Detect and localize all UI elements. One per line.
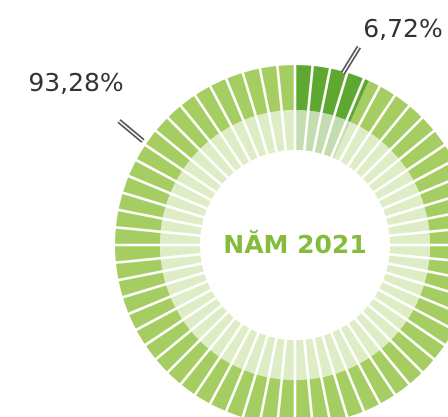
spoke-gap <box>320 70 350 157</box>
spoke-gap <box>276 337 288 417</box>
spoke-gap <box>192 321 245 398</box>
spoke-gap <box>359 115 425 181</box>
leader-line <box>118 120 144 142</box>
spokes <box>113 63 448 417</box>
center-label: NĂM 2021 <box>223 229 366 259</box>
spoke-gap <box>311 335 331 417</box>
spoke-gap <box>113 252 203 265</box>
spoke-gap <box>337 83 382 164</box>
spoke-gap <box>116 261 205 282</box>
spoke-gap <box>320 333 349 417</box>
spoke-gap <box>192 92 245 169</box>
spoke-gap <box>383 270 448 293</box>
spoke-gap <box>120 270 207 300</box>
spoke-gap <box>371 142 448 195</box>
spoke-gap <box>376 287 448 329</box>
spoke-gap <box>241 333 270 417</box>
spoke-gap <box>133 158 214 203</box>
spoke-gap <box>120 190 207 220</box>
spoke-gap <box>258 66 279 155</box>
value-label: 93,28% <box>28 68 123 97</box>
spoke-gap <box>352 103 412 174</box>
spoke-gap <box>385 261 448 277</box>
spoke-gap <box>178 316 238 387</box>
spoke-gap <box>380 180 448 211</box>
leader-line <box>342 46 360 74</box>
spoke-gap <box>383 197 448 220</box>
spoke-gap <box>311 66 332 155</box>
spoke-gap <box>329 76 366 160</box>
spoke-gap <box>352 316 412 387</box>
spoke-gap <box>337 326 382 407</box>
spoke-gap <box>329 330 366 414</box>
value-label: 6,72% <box>363 14 442 43</box>
spoke-gap <box>345 92 398 169</box>
spoke-gap <box>385 213 448 229</box>
spoke-gap <box>302 337 314 417</box>
spoke-gap <box>240 70 270 157</box>
spoke-gap <box>302 63 315 153</box>
spoke-gap <box>224 330 261 414</box>
spoke-gap <box>366 128 437 188</box>
spoke-gap <box>275 63 288 153</box>
spoke-gap <box>387 228 448 238</box>
spoke-gap <box>153 128 224 188</box>
spoke-gap <box>113 225 203 238</box>
spoke-gap <box>142 142 219 195</box>
donut-segment <box>295 65 369 122</box>
spoke-gap <box>371 295 448 348</box>
spoke-gap <box>259 335 279 417</box>
spoke-gap <box>380 279 448 310</box>
spoke-gap <box>208 326 253 407</box>
spoke-gap <box>116 208 205 229</box>
spoke-gap <box>359 309 425 375</box>
spoke-gap <box>376 161 448 203</box>
spoke-gap <box>165 115 231 181</box>
spoke-gap <box>345 321 398 398</box>
spoke-gap <box>165 309 231 375</box>
spoke-gap <box>366 302 437 362</box>
spoke-gap <box>142 295 219 348</box>
spoke-gap <box>153 302 224 362</box>
spoke-gap <box>224 76 261 160</box>
spoke-gap <box>208 83 253 164</box>
spoke-gap <box>387 252 448 262</box>
spoke-gap <box>133 287 214 332</box>
spoke-gap <box>126 174 210 211</box>
spoke-gap <box>126 279 210 316</box>
spoke-gap <box>178 103 238 174</box>
